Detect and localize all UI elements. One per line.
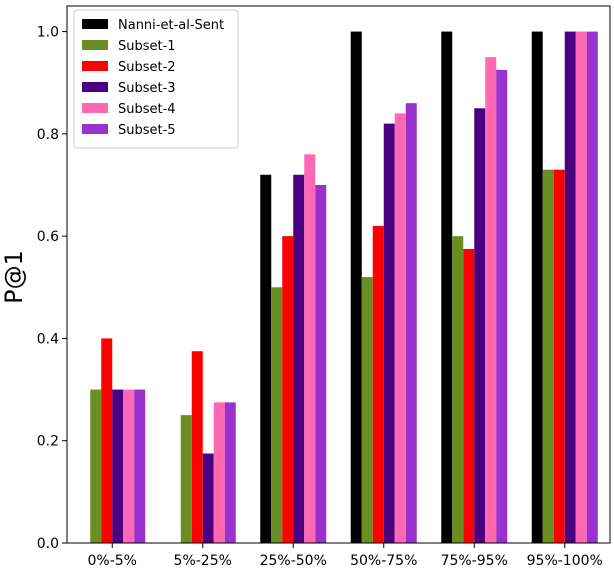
bar-subset-1-3 (361, 277, 373, 543)
legend-swatch-4 (82, 103, 108, 113)
bar-subset-3-5 (564, 31, 576, 543)
x-tick-label-0: 0%-5% (88, 553, 137, 569)
bar-subset-2-4 (463, 248, 475, 543)
y-tick-label-5: 1.0 (37, 25, 59, 41)
bar-subset-3-3 (383, 123, 395, 543)
bar-subset-4-5 (575, 31, 587, 543)
legend-label-0: Nanni-et-al-Sent (118, 18, 224, 33)
bar-subset-4-3 (394, 113, 406, 544)
legend-label-4: Subset-4 (118, 102, 176, 117)
bar-subset-4-0 (123, 389, 135, 543)
bar-subset-5-1 (224, 402, 236, 543)
legend: Nanni-et-al-Sent Subset-1 Subset-2 Subset-3… (73, 9, 239, 149)
x-tick-label-1: 5%-25% (174, 553, 232, 569)
bar-subset-1-0 (90, 389, 102, 543)
x-tick-label-4: 75%-95% (441, 553, 508, 569)
legend-swatch-5 (82, 124, 108, 134)
bar-subset-3-0 (112, 389, 124, 543)
bar-subset-1-4 (452, 236, 464, 543)
bar-subset-2-2 (282, 236, 294, 543)
bar-subset-3-4 (474, 108, 486, 543)
y-tick-label-0: 0.0 (37, 536, 59, 552)
bar-nanni-et-al-sent-5 (531, 31, 543, 543)
bar-subset-5-3 (405, 103, 417, 544)
legend-swatch-2 (82, 61, 108, 71)
bar-subset-1-2 (271, 287, 283, 543)
bars-group (90, 31, 598, 544)
y-tick-label-3: 0.6 (37, 229, 59, 245)
y-tick-label-1: 0.2 (37, 434, 59, 450)
bar-subset-4-1 (213, 402, 225, 543)
bar-subset-1-1 (180, 415, 192, 543)
legend-box (73, 9, 239, 149)
legend-swatch-1 (82, 40, 108, 50)
plot-frame (66, 5, 611, 544)
bar-subset-4-4 (485, 57, 497, 543)
bar-subset-2-5 (553, 169, 565, 543)
bar-nanni-et-al-sent-2 (260, 174, 272, 543)
bar-subset-2-0 (101, 338, 113, 543)
bar-nanni-et-al-sent-3 (350, 31, 362, 543)
x-tick-label-2: 25%-50% (260, 553, 327, 569)
x-tick-label-5: 95%-100% (527, 553, 603, 569)
bar-subset-2-3 (372, 225, 384, 543)
y-axis-label: P@1 (0, 250, 28, 304)
bar-nanni-et-al-sent-4 (441, 31, 453, 543)
bar-subset-5-4 (496, 69, 508, 544)
y-tick-label-2: 0.4 (37, 331, 59, 347)
bar-subset-2-1 (191, 351, 203, 543)
bar-subset-5-2 (315, 185, 327, 543)
legend-label-5: Subset-5 (118, 123, 176, 138)
legend-label-1: Subset-1 (118, 39, 176, 54)
legend-swatch-0 (82, 19, 108, 29)
bar-subset-4-2 (304, 154, 316, 543)
legend-label-2: Subset-2 (118, 60, 176, 75)
bar-subset-3-2 (293, 174, 305, 543)
bar-subset-1-5 (542, 169, 554, 543)
bar-subset-5-5 (586, 31, 598, 543)
y-tick-label-4: 0.8 (37, 127, 59, 143)
axes-group: 0.0 0.2 0.4 0.6 0.8 1.0 0%-5% 5%-25% 25%-50% 50%-… (37, 5, 611, 569)
x-tick-label-3: 50%-75% (350, 553, 417, 569)
bar-subset-3-1 (202, 453, 214, 543)
legend-swatch-3 (82, 82, 108, 92)
bar-subset-5-0 (134, 389, 146, 543)
legend-label-3: Subset-3 (118, 81, 176, 96)
